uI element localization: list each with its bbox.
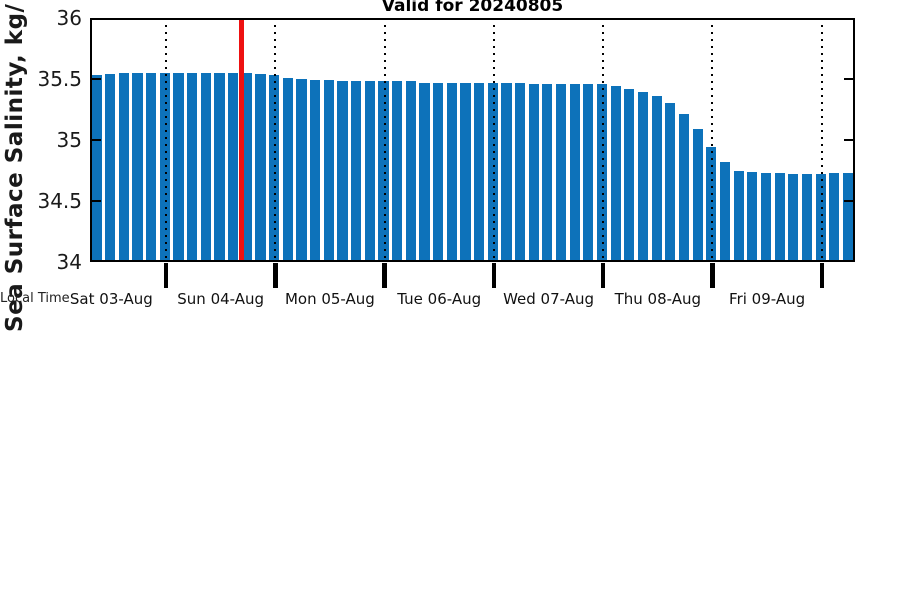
day-gridline	[602, 18, 605, 262]
salinity-bar	[788, 174, 799, 262]
salinity-bar	[624, 88, 635, 262]
salinity-bar	[829, 172, 840, 262]
salinity-bar	[446, 82, 457, 262]
salinity-bar	[501, 82, 512, 262]
salinity-bar	[118, 72, 129, 262]
salinity-bar	[460, 82, 471, 262]
x-day-label: Fri 09-Aug	[729, 290, 806, 308]
salinity-bar	[378, 81, 389, 262]
y-tick-mark	[844, 139, 853, 141]
salinity-bar	[146, 72, 157, 262]
y-axis-label: Sea Surface Salinity, kg/	[2, 3, 28, 332]
salinity-bar	[665, 103, 676, 262]
salinity-bar	[842, 172, 854, 262]
salinity-bar	[528, 83, 539, 262]
salinity-bar	[474, 82, 485, 262]
salinity-bar	[282, 77, 293, 262]
salinity-bar	[132, 72, 143, 262]
day-boundary-tick	[491, 263, 497, 288]
day-boundary-tick	[382, 263, 387, 288]
salinity-bar	[269, 75, 280, 262]
salinity-bar	[105, 74, 116, 262]
salinity-bar	[187, 72, 198, 262]
y-tick-mark	[844, 78, 853, 80]
salinity-bar	[747, 171, 758, 262]
salinity-bar	[801, 174, 813, 262]
x-day-label: Sun 04-Aug	[177, 290, 265, 308]
salinity-bar	[310, 80, 321, 262]
y-tick-mark	[92, 200, 101, 202]
x-day-label: Tue 06-Aug	[397, 290, 482, 308]
salinity-bar	[583, 83, 594, 262]
salinity-bar	[678, 114, 690, 262]
salinity-bar	[337, 81, 348, 262]
day-boundary-tick	[163, 263, 169, 288]
salinity-bar	[719, 161, 731, 262]
x-day-label: Sat 03-Aug	[69, 290, 153, 308]
day-gridline	[383, 18, 386, 262]
y-tick-label: 36	[56, 6, 82, 30]
y-tick-label: 35	[56, 128, 82, 152]
day-gridline	[164, 18, 167, 262]
salinity-bar	[351, 81, 362, 262]
salinity-bar	[692, 129, 703, 262]
salinity-bar	[433, 82, 444, 262]
salinity-bar	[392, 81, 403, 262]
salinity-bar	[760, 172, 772, 262]
salinity-bar	[91, 75, 102, 262]
y-tick-mark	[92, 78, 101, 80]
plot-border	[90, 18, 855, 262]
y-tick-label: 34	[56, 250, 82, 274]
salinity-bar	[514, 82, 526, 262]
day-gridline	[274, 18, 277, 262]
salinity-bar	[774, 172, 785, 262]
salinity-bar	[228, 72, 239, 262]
salinity-bar	[555, 83, 567, 262]
y-tick-mark	[92, 139, 101, 141]
salinity-bar	[200, 72, 211, 262]
day-boundary-tick	[273, 263, 278, 288]
day-gridline	[492, 18, 495, 262]
salinity-bar	[487, 82, 498, 262]
salinity-bar	[815, 174, 826, 262]
plot-area	[90, 18, 855, 262]
salinity-bar	[637, 92, 649, 262]
salinity-bar	[214, 72, 225, 262]
y-tick-label: 35.5	[37, 67, 82, 91]
salinity-bar	[296, 79, 307, 262]
local-time-label: Local Time	[0, 291, 70, 306]
forecast-start-line	[238, 18, 244, 262]
y-tick-label: 34.5	[37, 189, 82, 213]
salinity-bar	[651, 96, 662, 262]
salinity-bar	[241, 72, 252, 262]
salinity-bar	[610, 86, 621, 262]
day-gridline	[820, 18, 823, 262]
x-day-label: Wed 07-Aug	[503, 290, 594, 308]
salinity-bar	[364, 81, 375, 262]
salinity-bar	[569, 83, 580, 262]
day-gridline	[711, 18, 714, 262]
x-day-label: Thu 08-Aug	[614, 290, 701, 308]
salinity-bar	[173, 72, 184, 262]
y-tick-mark	[844, 200, 853, 202]
day-boundary-tick	[819, 263, 825, 288]
salinity-bar	[405, 81, 416, 262]
salinity-bar	[323, 80, 334, 262]
salinity-bar	[419, 82, 430, 262]
day-boundary-tick	[600, 263, 606, 288]
x-day-label: Mon 05-Aug	[284, 290, 375, 308]
chart-title: Valid for 20240805	[381, 0, 564, 16]
salinity-bar	[596, 83, 608, 262]
salinity-bar	[255, 74, 266, 262]
salinity-bar	[706, 147, 717, 262]
salinity-bar	[542, 83, 553, 262]
salinity-bar	[159, 72, 170, 262]
salinity-bar	[733, 170, 744, 262]
day-boundary-tick	[710, 263, 715, 288]
